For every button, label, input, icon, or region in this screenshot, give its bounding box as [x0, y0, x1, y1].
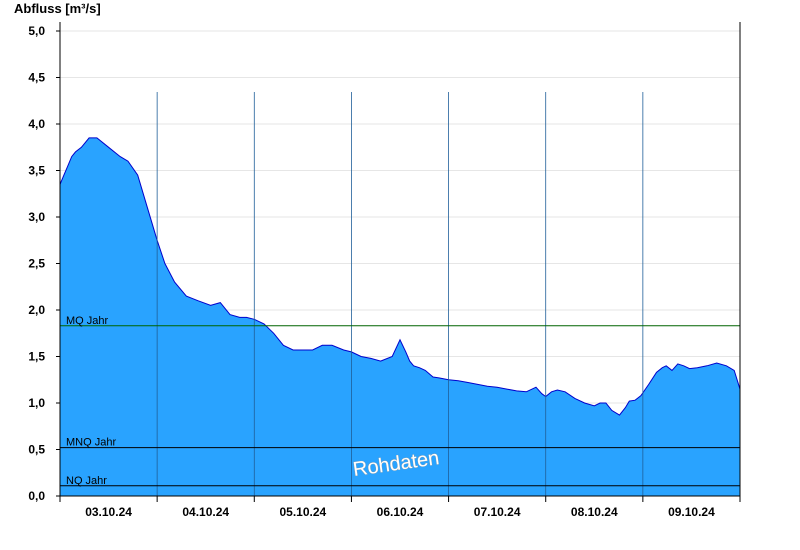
reference-line-label: NQ Jahr [66, 475, 107, 487]
y-tick-label: 4,5 [28, 71, 45, 85]
discharge-area [59, 92, 741, 496]
y-tick-label: 2,5 [28, 257, 45, 271]
x-tick-label: 04.10.24 [182, 505, 229, 519]
y-tick-label: 1,5 [28, 350, 45, 364]
y-tick-label: 3,0 [28, 210, 45, 224]
y-tick-label: 5,0 [28, 24, 45, 38]
y-axis-label: Abfluss [m³/s] [14, 1, 101, 16]
x-tick-label: 05.10.24 [279, 505, 326, 519]
y-tick-label: 3,5 [28, 164, 45, 178]
y-tick-label: 2,0 [28, 303, 45, 317]
reference-line-label: MNQ Jahr [66, 437, 116, 449]
x-tick-label: 08.10.24 [571, 505, 618, 519]
x-tick-label: 07.10.24 [474, 505, 521, 519]
reference-lines: MQ Jahr MNQ Jahr NQ Jahr [60, 315, 740, 487]
y-tick-label: 4,0 [28, 117, 45, 131]
x-tick-label: 09.10.24 [668, 505, 715, 519]
y-tick-label: 0,5 [28, 443, 45, 457]
y-tick-label: 1,0 [28, 396, 45, 410]
tick-labels: 0,0 0,5 1,0 1,5 2,0 2,5 3,0 3,5 4,0 4,5 5,0 03.10.2… [28, 24, 715, 519]
discharge-series-line [59, 137, 741, 416]
x-tick-label: 03.10.24 [85, 505, 132, 519]
reference-line-label: MQ Jahr [66, 315, 109, 327]
discharge-area-fill [60, 137, 740, 496]
axes [56, 22, 741, 502]
x-tick-label: 06.10.24 [377, 505, 424, 519]
y-tick-label: 0,0 [28, 489, 45, 503]
